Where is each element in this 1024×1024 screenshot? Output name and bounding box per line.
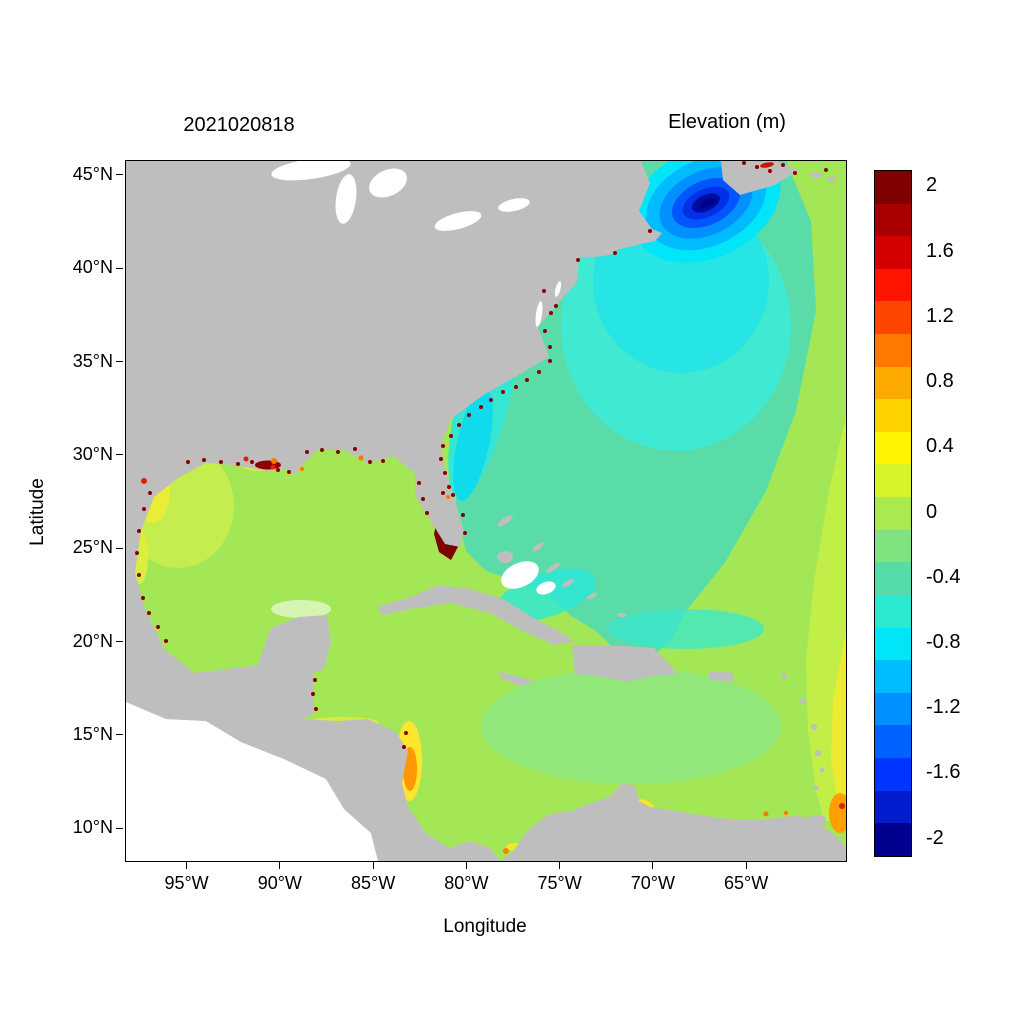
x-tick-mark <box>186 862 188 869</box>
colorbar-segment <box>875 627 911 661</box>
colorbar-segment <box>875 431 911 465</box>
colorbar-segment <box>875 464 911 498</box>
plot-title-date: 2021020818 <box>183 114 295 136</box>
colorbar-tick-label: -1.6 <box>926 761 961 784</box>
x-tick-label: 70°W <box>630 873 675 893</box>
x-axis-title: Longitude <box>443 916 527 937</box>
colorbar-segment <box>875 562 911 595</box>
colorbar-tick-label: 0 <box>926 500 938 523</box>
hispaniola-island <box>572 645 678 682</box>
y-tick-label: 40°N <box>72 257 113 278</box>
long-island <box>581 249 617 257</box>
y-tick-label: 30°N <box>72 443 113 464</box>
great-lakes <box>271 161 562 327</box>
delaware-bay <box>554 281 562 297</box>
x-tick-label: 85°W <box>350 873 396 893</box>
colorbar-segment <box>875 692 911 726</box>
x-tick-label: 75°W <box>537 873 582 893</box>
north-central-america-landmass <box>126 161 662 861</box>
colorbar-segment <box>875 171 911 204</box>
y-axis-title: Latitude <box>27 478 48 546</box>
x-tick-label: 95°W <box>164 873 209 893</box>
colorbar <box>874 170 912 857</box>
colorbar-segment <box>875 301 911 335</box>
puerto-rico-island <box>708 671 734 682</box>
y-tick-mark <box>116 267 123 269</box>
y-tick-label: 25°N <box>72 537 113 558</box>
colorbar-segment <box>875 497 911 530</box>
y-tick-label: 15°N <box>72 723 113 744</box>
x-tick-label: 80°W <box>444 873 489 893</box>
nova-scotia-landmass <box>721 161 799 195</box>
colorbar-tick-label: -1.2 <box>926 696 961 719</box>
trinidad-island <box>810 815 826 823</box>
y-tick-mark <box>116 547 123 549</box>
map <box>126 161 846 861</box>
colorbar-tick-label: 0.8 <box>926 370 954 393</box>
colorbar-tick-label: 2 <box>926 174 938 197</box>
colorbar-tick-label: 1.2 <box>926 304 954 327</box>
colorbar-segment <box>875 725 911 758</box>
colorbar-tick-label: -0.8 <box>926 630 961 653</box>
shallow-bank-unmodeled-white <box>271 561 556 618</box>
y-tick-label: 10°N <box>72 817 113 838</box>
colorbar-tick-label: -0.4 <box>926 565 961 588</box>
colorbar-title: Elevation (m) <box>668 111 786 133</box>
colorbar-segment <box>875 366 911 400</box>
lesser-antilles-islands <box>781 673 826 823</box>
south-america-landmass <box>501 783 846 861</box>
colorbar-segment <box>875 334 911 367</box>
jamaica-island <box>499 671 536 686</box>
x-tick-mark <box>745 862 747 869</box>
x-tick-mark <box>652 862 654 869</box>
y-tick-mark <box>116 361 123 363</box>
colorbar-segment <box>875 823 911 856</box>
colorbar-segment <box>875 660 911 693</box>
colorbar-segment <box>875 529 911 563</box>
colorbar-segment <box>875 268 911 302</box>
cape-breton-island <box>810 172 822 178</box>
x-tick-label: 65°W <box>724 873 769 893</box>
pacific-unmodeled-area <box>126 702 378 861</box>
right-edge-positive-band <box>806 416 846 833</box>
x-tick-mark <box>465 862 467 869</box>
x-tick-label: 90°W <box>257 873 302 893</box>
y-tick-mark <box>116 174 123 176</box>
colorbar-tick-label: 0.4 <box>926 435 954 458</box>
y-tick-mark <box>116 827 123 829</box>
colorbar-segment <box>875 236 911 269</box>
x-tick-mark <box>559 862 561 869</box>
y-tick-label: 35°N <box>72 350 113 371</box>
y-tick-mark <box>116 454 123 456</box>
chesapeake-bay <box>535 301 543 327</box>
landmass <box>126 161 846 861</box>
colorbar-segment <box>875 203 911 237</box>
coastal-speckles <box>135 161 828 817</box>
colorbar-segment <box>875 757 911 791</box>
colorbar-segment <box>875 790 911 824</box>
y-tick-mark <box>116 734 123 736</box>
colorbar-segment <box>875 594 911 628</box>
colorbar-segment <box>875 399 911 432</box>
colorbar-tick-label: -2 <box>926 826 944 849</box>
y-tick-label: 20°N <box>72 630 113 651</box>
y-tick-label: 45°N <box>72 163 113 184</box>
colorbar-tick-label: 1.6 <box>926 239 954 262</box>
cuba-island <box>376 585 575 645</box>
x-tick-mark <box>372 862 374 869</box>
x-tick-mark <box>279 862 281 869</box>
prince-edward-island <box>827 176 837 182</box>
bahamas-islands <box>497 515 627 617</box>
y-tick-mark <box>116 641 123 643</box>
map-plot-area <box>125 160 847 862</box>
